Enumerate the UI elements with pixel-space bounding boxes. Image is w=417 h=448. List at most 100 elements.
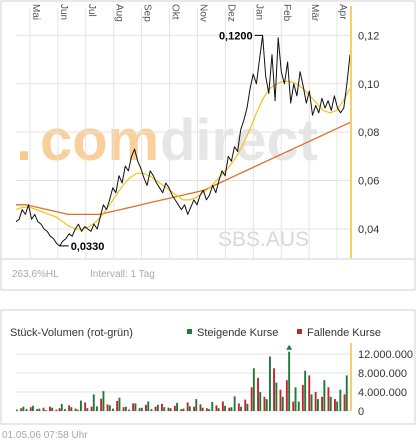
volume-bar-falling [257, 378, 259, 411]
volume-bar-rising [346, 375, 348, 411]
volume-bar-falling [206, 408, 208, 411]
volume-bar-rising [224, 406, 226, 411]
volume-bar-falling [91, 407, 93, 411]
volume-bar-falling [68, 405, 70, 411]
month-label: Jan [253, 4, 264, 20]
volume-bar-falling [315, 392, 317, 411]
volume-bar-falling [100, 399, 102, 411]
volume-bar-falling [273, 368, 275, 411]
interval-label: Intervall: 1 Tag [90, 269, 155, 280]
high-annotation: 0,1200 [219, 30, 253, 42]
volume-bar-falling [168, 408, 170, 411]
volume-bar-rising [330, 397, 332, 411]
volume-tick-label: 8.000.000 [358, 368, 407, 380]
volume-bar-rising [231, 407, 233, 411]
month-label: Apr [337, 4, 348, 20]
volume-bar-falling [75, 409, 77, 411]
volume-bar-rising [183, 409, 185, 411]
volume-bar-rising [147, 402, 149, 412]
volume-bar-falling [49, 407, 51, 411]
volume-bar-falling [280, 390, 282, 411]
rising-legend-swatch [187, 329, 192, 334]
volume-bar-falling [286, 380, 288, 411]
volume-bar-falling [55, 410, 57, 411]
volume-bar-rising [336, 402, 338, 412]
volume-bar-rising [275, 383, 277, 411]
volume-bar-rising [151, 409, 153, 411]
volume-bar-rising [218, 408, 220, 411]
volume-bar-rising [202, 408, 204, 411]
volume-bar-falling [84, 403, 86, 412]
volume-bar-rising [38, 409, 40, 411]
volume-bar-rising [70, 407, 72, 411]
volume-bar-rising [339, 390, 341, 411]
volume-bar-rising [26, 409, 28, 411]
volume-bar-rising [109, 405, 111, 411]
volume-bar-rising [234, 396, 236, 411]
volume-bar-falling [264, 397, 266, 411]
month-label: Okt [170, 4, 181, 20]
volume-bar-rising [157, 405, 159, 411]
volume-bar-falling [244, 400, 246, 411]
volume-bar-falling [145, 405, 147, 411]
volume-bar-rising [170, 408, 172, 411]
volume-bar-falling [20, 408, 22, 411]
volume-bar-rising [96, 406, 98, 411]
volume-bar-rising [77, 410, 79, 411]
falling-legend-swatch [297, 329, 302, 334]
volume-bar-rising [61, 404, 63, 411]
volume-bar-rising [51, 408, 53, 411]
volume-bar-rising [253, 368, 255, 411]
volume-bar-rising [247, 404, 249, 411]
volume-bar-rising [311, 394, 313, 411]
price-tick-label: 0,10 [358, 79, 379, 91]
volume-bar-rising [288, 352, 290, 411]
volume-bar-rising [163, 407, 165, 411]
volume-bar-falling [228, 408, 230, 411]
volume-bar-rising [93, 394, 95, 411]
price-tick-label: 0,12 [358, 30, 379, 42]
volume-bar-rising [128, 410, 130, 411]
volume-bar-falling [187, 403, 189, 412]
volume-bar-falling [238, 403, 240, 411]
volume-bar-falling [132, 403, 134, 411]
volume-bar-falling [200, 404, 202, 411]
volume-bar-falling [59, 408, 61, 411]
volume-bar-falling [216, 405, 218, 411]
volume-bar-rising [282, 397, 284, 411]
volume-bar-rising [189, 406, 191, 411]
volume-bar-falling [222, 402, 224, 412]
volume-bar-rising [323, 380, 325, 411]
volume-title: Stück-Volumen (rot-grün) [10, 327, 133, 339]
volume-bar-falling [193, 407, 195, 411]
volume-bar-rising [176, 403, 178, 411]
volume-bar-rising [208, 409, 210, 411]
volume-bar-falling [174, 406, 176, 411]
volume-bar-falling [302, 385, 304, 411]
performance-change: 263,6%HL [12, 269, 59, 280]
timestamp: 01.05.06 07:58 Uhr [2, 430, 88, 441]
volume-bar-rising [45, 410, 47, 411]
volume-bar-rising [266, 399, 268, 411]
volume-bar-falling [292, 402, 294, 412]
volume-bar-falling [116, 401, 118, 411]
month-label: Dez [225, 4, 236, 22]
price-tick-label: 0,04 [358, 224, 379, 236]
volume-bar-rising [32, 406, 34, 411]
volume-tick-label: 4.000.000 [358, 387, 407, 399]
volume-bar-rising [295, 387, 297, 411]
volume-bar-rising [22, 407, 24, 411]
volume-bar-rising [112, 409, 114, 411]
volume-bar-falling [36, 409, 38, 411]
volume-bar-falling [43, 408, 45, 411]
volume-bar-rising [211, 402, 213, 411]
month-label: Jul [86, 4, 97, 17]
volume-bar-rising [64, 409, 66, 411]
volume-bar-rising [86, 408, 88, 411]
month-label: Sep [142, 4, 153, 22]
month-label: Jun [58, 4, 69, 20]
falling-legend-label: Fallende Kurse [307, 327, 381, 339]
low-annotation: 0,0330 [71, 241, 105, 253]
volume-bar-rising [141, 408, 143, 411]
